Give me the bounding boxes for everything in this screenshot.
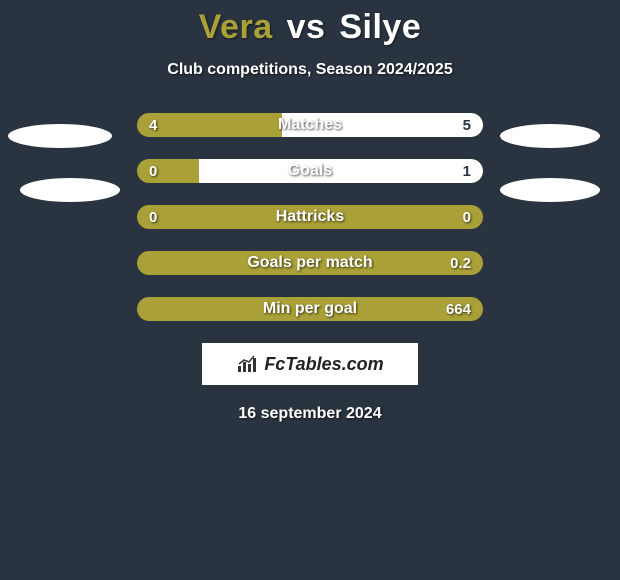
decor-ellipse — [20, 178, 120, 202]
page-title: Vera vs Silye — [0, 0, 620, 47]
logo-box: FcTables.com — [202, 343, 418, 385]
logo-text: FcTables.com — [264, 354, 383, 375]
bar-value-left: 0 — [149, 159, 157, 183]
bar-label: Goals per match — [137, 251, 483, 275]
bar-label: Matches — [137, 113, 483, 137]
decor-ellipse — [500, 124, 600, 148]
bar-value-right: 1 — [463, 159, 471, 183]
stat-bar: Hattricks0 0 — [137, 205, 483, 229]
decor-ellipse — [500, 178, 600, 202]
vs-text: vs — [287, 8, 326, 46]
subtitle: Club competitions, Season 2024/2025 — [0, 61, 620, 79]
chart-icon — [236, 354, 260, 374]
bar-value-right: 0 — [463, 205, 471, 229]
stat-bar: Goals0 1 — [137, 159, 483, 183]
bar-label: Min per goal — [137, 297, 483, 321]
stat-bar: Matches4 5 — [137, 113, 483, 137]
stat-bar: Goals per match0.2 — [137, 251, 483, 275]
bar-value-left: 4 — [149, 113, 157, 137]
bar-value-left: 0 — [149, 205, 157, 229]
player2-name: Silye — [339, 8, 421, 46]
player1-name: Vera — [199, 8, 273, 46]
bar-label: Goals — [137, 159, 483, 183]
date-text: 16 september 2024 — [0, 405, 620, 423]
bar-value-right: 0.2 — [450, 251, 471, 275]
decor-ellipse — [8, 124, 112, 148]
bar-value-right: 664 — [446, 297, 471, 321]
comparison-bars: Matches45Goals01Hattricks00Goals per mat… — [137, 113, 483, 321]
bar-label: Hattricks — [137, 205, 483, 229]
bar-value-right: 5 — [463, 113, 471, 137]
stat-bar: Min per goal664 — [137, 297, 483, 321]
